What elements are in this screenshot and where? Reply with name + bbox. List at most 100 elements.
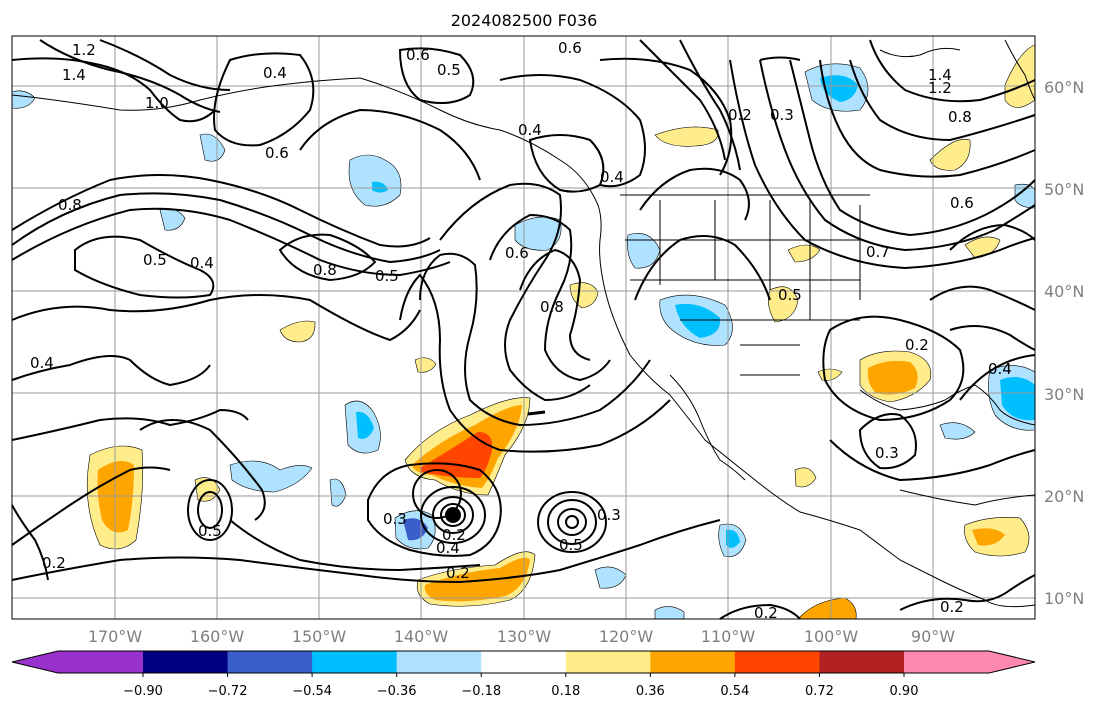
- contour-label: 0.4: [263, 64, 287, 82]
- contour-label: 0.6: [950, 194, 974, 212]
- anomaly-cool-15: [199, 133, 226, 162]
- colorbar-outline: [11, 650, 1036, 674]
- graticule: [12, 36, 1035, 619]
- contour-label: 0.8: [540, 298, 564, 316]
- contour-label: 0.3: [383, 510, 407, 528]
- contour-label: 1.0: [145, 94, 169, 112]
- contour-label: 0.8: [58, 196, 82, 214]
- lat-label-30n: 30°N: [1044, 385, 1084, 404]
- anomaly-cool-1b: [372, 181, 388, 193]
- colorbar-tick-label: 0.18: [551, 684, 580, 699]
- anomaly-cool-16: [654, 606, 685, 620]
- lon-label-150w: 150°W: [292, 627, 347, 646]
- anomaly-cool-7b: [356, 411, 374, 439]
- anomaly-cool-9: [229, 460, 313, 493]
- contour-label: 0.3: [597, 506, 621, 524]
- lat-label-60n: 60°N: [1044, 78, 1084, 97]
- contour-label: 0.6: [558, 39, 582, 57]
- storm-dash: [527, 410, 546, 416]
- contour-label: 0.2: [940, 598, 964, 616]
- colorbar: −0.90 −0.72 −0.54 −0.36 −0.18 0.18 0.36 0.54 0.7…: [11, 650, 1036, 699]
- contour-label: 0.2: [442, 526, 466, 544]
- colorbar-segment: [904, 651, 1035, 673]
- anomaly-warm-8: [794, 467, 817, 488]
- anomaly-warm-1: [279, 320, 316, 343]
- contour-label: 0.5: [778, 286, 802, 304]
- shaded-anomalies: [11, 44, 1036, 620]
- lon-label-110w: 110°W: [701, 627, 756, 646]
- anomaly-cool-6b: [1000, 376, 1035, 421]
- anomaly-warm-7: [787, 244, 821, 263]
- contour-label: 0.5: [559, 536, 583, 554]
- map-panel: 1.2 1.4 1.0 0.4 0.6 0.5 0.6 0.4 0.6 0.4 …: [11, 35, 1036, 622]
- contour-label: 0.4: [190, 254, 214, 272]
- map-border: [11, 35, 1036, 620]
- colorbar-segment: [734, 651, 820, 673]
- colorbar-tick-label: 0.54: [720, 684, 749, 699]
- colorbar-segment: [565, 651, 651, 673]
- figure-title: 2024082500 F036: [451, 11, 598, 30]
- anomaly-orange-caribbean: [972, 528, 1005, 546]
- coastlines: [11, 39, 1036, 608]
- contour-label: 0.2: [754, 604, 778, 622]
- lon-label-130w: 130°W: [497, 627, 552, 646]
- latitude-labels: 60°N 50°N 40°N 30°N 20°N 10°N: [1044, 78, 1084, 608]
- contour-label: 0.8: [948, 108, 972, 126]
- contour-label: 0.2: [446, 564, 470, 582]
- contour-label: 0.7: [866, 243, 890, 261]
- contour-label: 1.4: [62, 66, 86, 84]
- contour-label: 0.6: [265, 144, 289, 162]
- contour-label: 0.6: [505, 244, 529, 262]
- colorbar-segment: [12, 651, 143, 673]
- contour-label: 0.3: [875, 444, 899, 462]
- longitude-labels: 170°W 160°W 150°W 140°W 130°W 120°W 110°…: [88, 627, 955, 646]
- anomaly-orange-west: [97, 461, 134, 533]
- contour-label: 0.5: [375, 267, 399, 285]
- colorbar-tick-label: −0.36: [377, 684, 417, 699]
- colorbar-tick-label: 0.90: [890, 684, 919, 699]
- lat-label-40n: 40°N: [1044, 282, 1084, 301]
- lat-label-20n: 20°N: [1044, 487, 1084, 506]
- anomaly-cool-2: [514, 216, 562, 251]
- contour-label: 1.4: [928, 66, 952, 84]
- anomaly-cool-3: [627, 233, 661, 269]
- anomaly-cool-18: [329, 478, 347, 507]
- anomaly-cool-10b: [726, 529, 740, 548]
- anomaly-warm-3: [929, 138, 971, 171]
- contour-label: 0.4: [436, 539, 460, 557]
- anomaly-warm-12: [414, 357, 437, 373]
- contour-label: 0.5: [437, 61, 461, 79]
- lat-label-10n: 10°N: [1044, 589, 1084, 608]
- lon-label-140w: 140°W: [394, 627, 449, 646]
- colorbar-segment: [481, 651, 567, 673]
- lon-label-90w: 90°W: [911, 627, 955, 646]
- contour-label: 0.2: [905, 336, 929, 354]
- contour-label: 0.5: [143, 251, 167, 269]
- contour-label: 0.6: [406, 46, 430, 64]
- anomaly-cool-4b: [675, 303, 721, 338]
- lon-label-100w: 100°W: [804, 627, 859, 646]
- colorbar-segment: [396, 651, 482, 673]
- colorbar-segment: [819, 651, 905, 673]
- colorbar-tick-label: 0.36: [636, 684, 665, 699]
- contours: [11, 39, 1036, 620]
- contour-label: 1.2: [72, 41, 96, 59]
- contour-label: 0.3: [770, 106, 794, 124]
- contour-label: 0.4: [518, 121, 542, 139]
- anomaly-warm-2: [654, 126, 719, 147]
- colorbar-tick-label: −0.18: [461, 684, 501, 699]
- anomaly-orange-south: [424, 557, 530, 602]
- contour-label: 0.8: [313, 261, 337, 279]
- contour-label: 0.2: [42, 554, 66, 572]
- lon-label-120w: 120°W: [599, 627, 654, 646]
- contour-label-group: 1.2 1.4 1.0 0.4 0.6 0.5 0.6 0.4 0.6 0.4 …: [30, 39, 1012, 622]
- contour-label: 0.4: [600, 168, 624, 186]
- contour-label: 1.2: [928, 79, 952, 97]
- lat-label-50n: 50°N: [1044, 180, 1084, 199]
- anomaly-cool-5b: [820, 75, 858, 102]
- lon-label-170w: 170°W: [88, 627, 143, 646]
- colorbar-segment: [143, 651, 229, 673]
- colorbar-tick-label: −0.90: [123, 684, 163, 699]
- anomaly-orange-gulf: [867, 360, 918, 395]
